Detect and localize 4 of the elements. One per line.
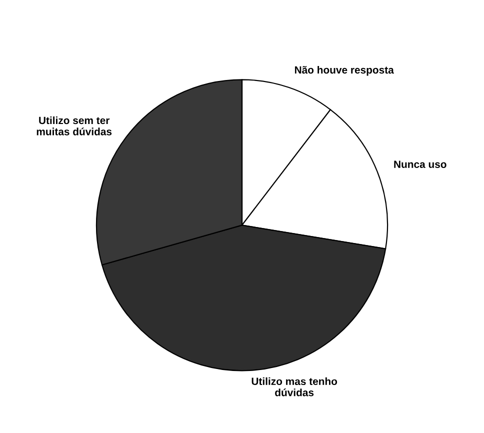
slice-label: Nunca uso	[394, 160, 446, 168]
slice-label: Não houve resposta	[294, 66, 394, 76]
slice-label: Utilizo mas tenho dúvidas	[252, 377, 338, 396]
slice-label: Utilizo sem ter muitas dúvidas	[36, 116, 112, 136]
